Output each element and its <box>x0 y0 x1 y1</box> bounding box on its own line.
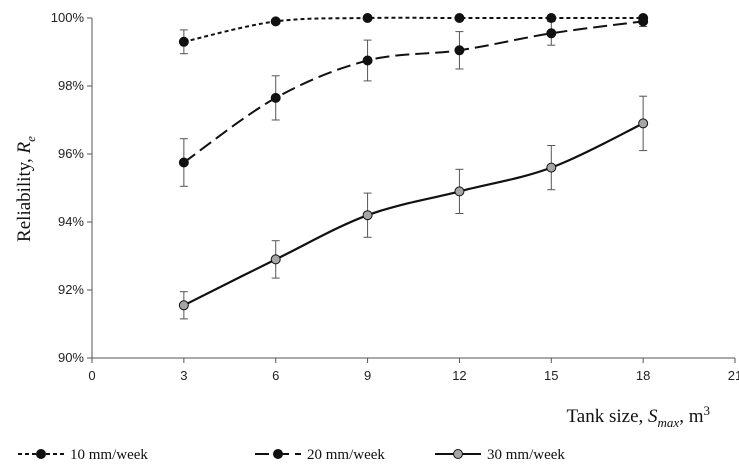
series-lines <box>183 16 644 307</box>
x-tick-label: 18 <box>636 368 650 383</box>
y-tick-label: 96% <box>58 146 84 161</box>
data-point <box>362 210 373 221</box>
data-point <box>546 28 557 39</box>
data-point <box>454 186 465 197</box>
series-markers <box>178 13 649 311</box>
data-point <box>178 36 189 47</box>
legend-label: 10 mm/week <box>70 447 148 463</box>
data-point <box>270 16 281 27</box>
series-line <box>183 122 644 307</box>
error-bars <box>179 15 648 320</box>
data-point <box>178 300 189 311</box>
y-axis-ticks: 90% 92% 94% 96% 98% 100% <box>51 10 92 365</box>
x-tick-label: 12 <box>452 368 466 383</box>
data-point <box>638 16 649 27</box>
series-line <box>183 20 644 164</box>
x-tick-label: 0 <box>88 368 95 383</box>
y-axis-title-var: R <box>14 141 35 154</box>
data-point <box>270 254 281 265</box>
x-axis-title-sub: max <box>658 415 680 430</box>
data-point <box>270 92 281 103</box>
data-point <box>362 13 373 23</box>
legend-label: 20 mm/week <box>307 447 385 463</box>
y-axis-title-main: Reliability, <box>14 153 35 241</box>
data-point <box>638 118 649 129</box>
legend-marker <box>273 449 283 459</box>
data-point <box>546 162 557 173</box>
x-tick-label: 6 <box>272 368 279 383</box>
x-tick-label: 21 <box>728 368 739 383</box>
y-axis-title-sub: e <box>23 136 38 142</box>
y-tick-label: 98% <box>58 78 84 93</box>
data-point <box>454 13 465 23</box>
y-tick-label: 94% <box>58 214 84 229</box>
x-tick-label: 15 <box>544 368 558 383</box>
legend-marker <box>453 449 463 459</box>
x-tick-label: 9 <box>364 368 371 383</box>
x-axis-title-var: S <box>648 406 658 427</box>
series-line <box>183 16 644 43</box>
data-point <box>546 13 557 23</box>
data-point <box>178 157 189 168</box>
data-point <box>454 45 465 56</box>
x-axis-title-unit: , m <box>679 406 704 427</box>
x-tick-label: 3 <box>180 368 187 383</box>
y-tick-label: 100% <box>51 10 85 25</box>
x-axis-title-main: Tank size, <box>567 406 649 427</box>
y-tick-label: 92% <box>58 282 84 297</box>
x-axis-title: Tank size, Smax, m3 <box>567 403 710 430</box>
y-axis-title: Reliability, Re <box>14 136 38 242</box>
x-axis-title-sup: 3 <box>704 403 711 418</box>
legend: 10 mm/week 20 mm/week 30 mm/week <box>18 447 565 463</box>
legend-label: 30 mm/week <box>487 447 565 463</box>
data-point <box>362 55 373 66</box>
legend-marker <box>36 449 46 459</box>
x-axis-ticks: 0 3 6 9 12 15 18 21 <box>88 358 739 383</box>
y-tick-label: 90% <box>58 350 84 365</box>
